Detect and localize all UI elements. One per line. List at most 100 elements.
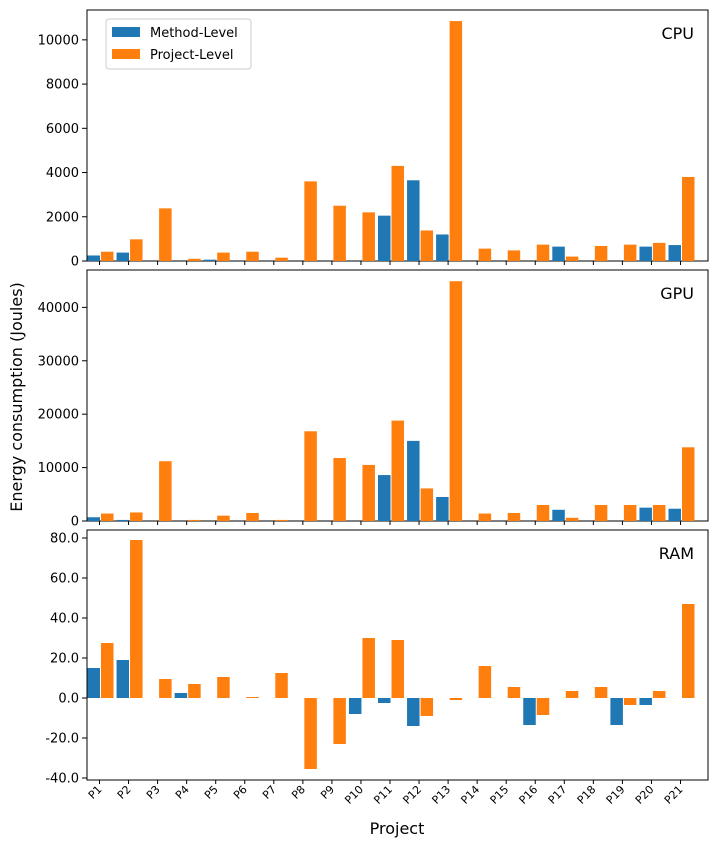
x-tick-label: P15 xyxy=(488,783,512,807)
project-level-bar-P5 xyxy=(217,677,230,698)
method-level-bar-P21 xyxy=(668,508,681,521)
y-tick-label: 10000 xyxy=(38,461,79,476)
project-level-bar-P4 xyxy=(188,258,201,261)
y-tick-label: 0 xyxy=(71,255,79,270)
method-level-bar-P2 xyxy=(116,660,130,698)
x-tick-label: P13 xyxy=(429,783,453,807)
project-level-bar-P12 xyxy=(420,488,434,521)
project-level-bar-P20 xyxy=(652,691,666,698)
project-level-bar-P18 xyxy=(594,245,608,261)
project-level-bar-P7 xyxy=(275,257,288,261)
project-level-bar-P21 xyxy=(682,604,695,698)
project-level-bar-P12 xyxy=(420,698,434,716)
y-tick-label: 80.0 xyxy=(50,532,79,547)
x-tick-label: P8 xyxy=(289,783,308,802)
method-level-bar-P5 xyxy=(203,259,217,261)
project-level-bar-P7 xyxy=(275,519,288,521)
x-tick-label: P10 xyxy=(342,783,366,807)
project-level-bar-P19 xyxy=(623,698,637,705)
method-level-bar-P1 xyxy=(87,517,100,521)
project-level-bar-P8 xyxy=(304,181,317,261)
project-level-bar-P3 xyxy=(159,679,172,698)
method-level-bar-P13 xyxy=(436,234,449,261)
x-tick-label: P18 xyxy=(575,783,599,807)
method-level-bar-P12 xyxy=(407,180,420,261)
project-level-bar-P20 xyxy=(652,242,666,261)
project-level-bar-P21 xyxy=(682,176,695,261)
project-level-bar-P10 xyxy=(362,212,375,261)
method-level-bar-P1 xyxy=(87,668,100,698)
project-level-bar-P9 xyxy=(333,205,346,261)
x-tick-label: P2 xyxy=(115,783,134,802)
plot-frame xyxy=(86,529,709,781)
method-level-bar-P16 xyxy=(523,698,536,725)
y-tick-label: 2000 xyxy=(46,210,79,225)
project-level-bar-P1 xyxy=(101,513,114,521)
project-level-bar-P18 xyxy=(594,504,608,521)
project-level-bar-P6 xyxy=(246,697,259,698)
method-level-bar-P20 xyxy=(639,507,652,521)
project-level-bar-P15 xyxy=(507,687,521,698)
x-tick-label: P19 xyxy=(604,783,628,807)
project-level-bar-P15 xyxy=(507,250,521,261)
legend-frame xyxy=(105,18,252,70)
legend-swatch-method xyxy=(112,27,140,37)
project-level-bar-P16 xyxy=(536,244,550,261)
y-tick-label: -20.0 xyxy=(45,732,79,747)
x-tick-label: P21 xyxy=(662,783,686,807)
y-tick-label: 6000 xyxy=(46,122,79,137)
legend-swatch-project xyxy=(112,49,140,59)
legend: Method-Level Project-Level xyxy=(105,18,252,70)
project-level-bar-P11 xyxy=(391,165,404,261)
y-tick-label: 40.0 xyxy=(50,612,79,627)
project-level-bar-P13 xyxy=(449,281,463,521)
x-tick-label: P11 xyxy=(371,783,395,807)
x-axis: P1 P2 P3 P4 P5 P6 P7 P8 P9 P10 P11 P12 P13 P14 P15 P16 P… xyxy=(86,783,686,807)
project-level-bar-P10 xyxy=(362,638,375,698)
project-level-bar-P9 xyxy=(333,698,346,744)
cpu-panel: 0 2000 4000 6000 8000 10000 CPU xyxy=(38,9,709,270)
project-level-bar-P16 xyxy=(536,504,550,521)
project-level-bar-P4 xyxy=(188,684,201,698)
y-tick-label: -40.0 xyxy=(45,772,79,787)
method-level-bar-P13 xyxy=(436,496,449,521)
project-level-bar-P5 xyxy=(217,515,230,521)
y-tick-label: 60.0 xyxy=(50,572,79,587)
y-tick-label: 20000 xyxy=(38,408,79,423)
x-tick-label: P20 xyxy=(633,783,657,807)
y-tick-label: 0.0 xyxy=(58,692,79,707)
method-level-bar-P11 xyxy=(378,475,391,521)
project-level-bar-P12 xyxy=(420,230,434,261)
project-level-bar-P17 xyxy=(565,256,579,261)
project-level-bar-P14 xyxy=(478,248,492,261)
project-level-bar-P2 xyxy=(130,239,143,261)
x-tick-label: P1 xyxy=(86,783,105,802)
project-level-bar-P19 xyxy=(623,244,637,261)
project-level-bar-P18 xyxy=(594,687,608,698)
project-level-bar-P19 xyxy=(623,504,637,521)
x-axis-title: Project xyxy=(370,819,425,838)
method-level-bar-P10 xyxy=(348,698,362,714)
project-level-bar-P14 xyxy=(478,666,492,698)
project-level-bar-P2 xyxy=(130,512,143,521)
x-tick-label: P12 xyxy=(400,783,424,807)
project-level-bar-P13 xyxy=(449,698,463,700)
project-level-bar-P3 xyxy=(159,208,172,261)
method-level-bar-P12 xyxy=(407,440,420,521)
panel-label: RAM xyxy=(659,544,694,563)
method-level-bar-P11 xyxy=(378,698,391,703)
x-tick-label: P16 xyxy=(517,783,541,807)
method-level-bar-P1 xyxy=(87,255,100,261)
project-level-bar-P13 xyxy=(449,21,463,262)
y-tick-label: 40000 xyxy=(38,301,79,316)
method-level-bar-P2 xyxy=(116,252,130,261)
method-level-bar-P11 xyxy=(378,215,391,261)
y-tick-label: 10000 xyxy=(38,33,79,48)
project-level-bar-P1 xyxy=(101,251,114,261)
x-tick-label: P4 xyxy=(173,783,192,802)
y-tick-label: 30000 xyxy=(38,354,79,369)
x-tick-label: P9 xyxy=(318,783,337,802)
method-level-bar-P17 xyxy=(552,509,565,521)
project-level-bar-P14 xyxy=(478,513,492,521)
